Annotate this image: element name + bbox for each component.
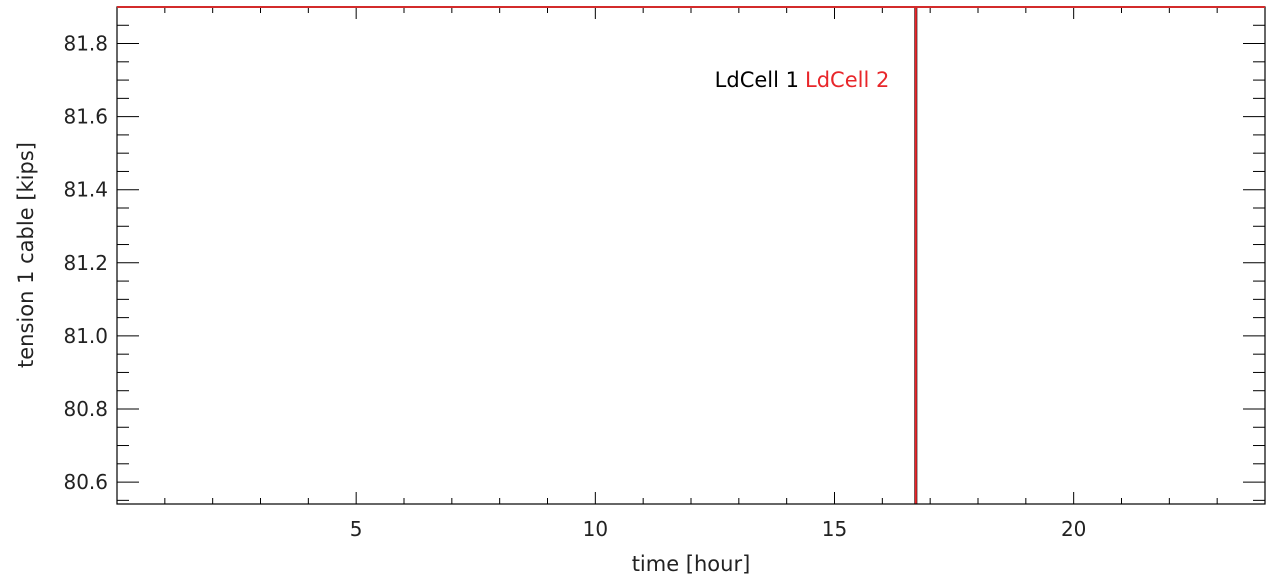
x-tick-label: 20 [1061, 517, 1086, 541]
tick-labels: 5 10 15 20 80.6 80.8 81.0 81.2 81.4 81.6 81.8 [63, 32, 1086, 541]
y-axis-title: tension 1 cable [kips] [14, 142, 38, 368]
y-tick-label: 81.4 [63, 178, 108, 202]
legend-entry-ldcell-1: LdCell 1 [715, 68, 799, 92]
y-tick-label: 80.6 [63, 470, 108, 494]
legend: LdCell 1 LdCell 2 [715, 68, 890, 92]
y-tick-label: 81.8 [63, 32, 108, 56]
axis-ticks [116, 6, 1266, 504]
y-tick-label: 80.8 [63, 397, 108, 421]
plot-frame [116, 6, 1266, 505]
x-tick-label: 10 [583, 517, 608, 541]
legend-entry-ldcell-2: LdCell 2 [805, 68, 889, 92]
x-tick-label: 5 [350, 517, 363, 541]
x-axis-title: time [hour] [632, 552, 751, 576]
y-tick-label: 81.6 [63, 105, 108, 129]
y-tick-label: 81.2 [63, 251, 108, 275]
x-tick-label: 15 [822, 517, 847, 541]
y-tick-label: 81.0 [63, 324, 108, 348]
